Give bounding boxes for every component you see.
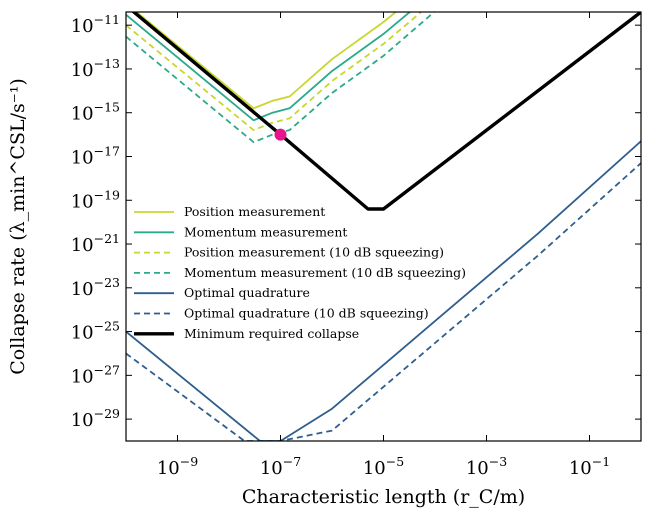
y-tick-label-6: 10−21 [71,231,120,256]
y-tick-label-3: 10−15 [71,100,120,125]
y-tick-label-8: 10−25 [71,319,120,344]
x-tick-label-4: 10−3 [466,454,507,479]
series-layer [126,12,641,441]
y-tick-label-1: 10−11 [71,12,120,37]
series-line-7 [131,12,641,211]
legend-label-4: Momentum measurement (10 dB squeezing) [184,265,466,280]
x-tick-label-5: 10−1 [569,454,610,479]
legend-label-5: Optimal quadrature [184,285,310,300]
marker-layer [274,128,287,141]
series-line-2 [126,12,412,122]
legend: Position measurement Momentum measurement… [134,204,466,341]
y-tick-label-10: 10−29 [71,406,120,431]
series-line-3 [126,12,423,132]
y-tick-label-4: 10−17 [71,143,120,168]
series-line-5 [126,140,641,441]
legend-label-6: Optimal quadrature (10 dB squeezing) [184,306,429,321]
x-tick-label-3: 10−5 [363,454,404,479]
legend-label-2: Momentum measurement [184,224,347,239]
series-line-4 [126,12,436,144]
tick-layer: 10−9 10−7 10−5 10−3 10−1 10−11 10−13 10−15 10−17… [71,12,641,479]
series-line-6 [126,162,641,441]
y-tick-label-9: 10−27 [71,362,120,387]
series-line-1 [135,12,398,110]
x-tick-label-2: 10−7 [260,454,301,479]
x-axis-label: Characteristic length (r_C/m) [242,486,525,508]
legend-label-3: Position measurement (10 dB squeezing) [184,245,444,260]
y-tick-label-2: 10−13 [71,56,120,81]
y-axis-label: Collapse rate (λ_min^CSL/s⁻¹) [7,78,29,375]
x-tick-label-1: 10−9 [157,454,198,479]
y-tick-label-7: 10−23 [71,275,120,300]
y-tick-label-5: 10−19 [71,187,120,212]
legend-label-1: Position measurement [184,204,325,219]
legend-label-7: Minimum required collapse [184,326,359,341]
highlight-point-1 [274,128,287,141]
